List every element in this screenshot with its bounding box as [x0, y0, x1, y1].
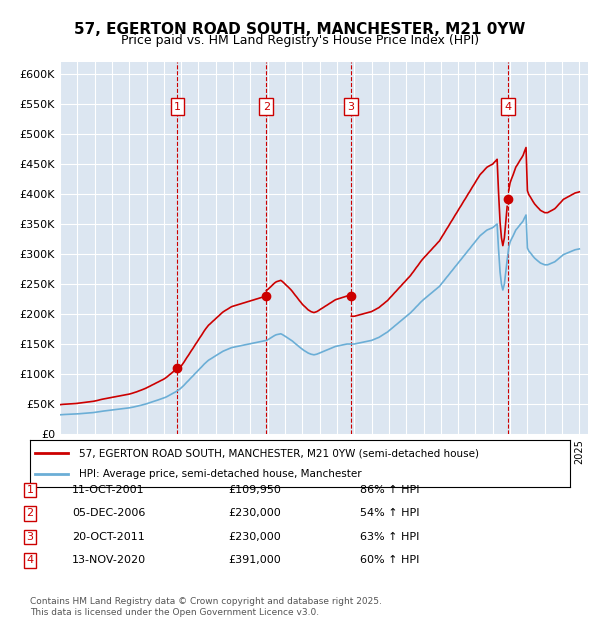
- Text: 13-NOV-2020: 13-NOV-2020: [72, 556, 146, 565]
- Text: 86% ↑ HPI: 86% ↑ HPI: [360, 485, 419, 495]
- Text: 57, EGERTON ROAD SOUTH, MANCHESTER, M21 0YW (semi-detached house): 57, EGERTON ROAD SOUTH, MANCHESTER, M21 …: [79, 448, 479, 458]
- Text: Price paid vs. HM Land Registry's House Price Index (HPI): Price paid vs. HM Land Registry's House …: [121, 34, 479, 47]
- Text: £230,000: £230,000: [228, 532, 281, 542]
- Text: 11-OCT-2001: 11-OCT-2001: [72, 485, 145, 495]
- Text: £230,000: £230,000: [228, 508, 281, 518]
- Text: 63% ↑ HPI: 63% ↑ HPI: [360, 532, 419, 542]
- Text: 4: 4: [26, 556, 34, 565]
- Text: £109,950: £109,950: [228, 485, 281, 495]
- Text: 60% ↑ HPI: 60% ↑ HPI: [360, 556, 419, 565]
- Text: 20-OCT-2011: 20-OCT-2011: [72, 532, 145, 542]
- Text: 4: 4: [504, 102, 511, 112]
- Text: £391,000: £391,000: [228, 556, 281, 565]
- Text: HPI: Average price, semi-detached house, Manchester: HPI: Average price, semi-detached house,…: [79, 469, 361, 479]
- Text: Contains HM Land Registry data © Crown copyright and database right 2025.
This d: Contains HM Land Registry data © Crown c…: [30, 598, 382, 617]
- Text: 1: 1: [174, 102, 181, 112]
- Text: 3: 3: [347, 102, 355, 112]
- Text: 54% ↑ HPI: 54% ↑ HPI: [360, 508, 419, 518]
- Text: 1: 1: [26, 485, 34, 495]
- Text: 05-DEC-2006: 05-DEC-2006: [72, 508, 145, 518]
- Text: 2: 2: [26, 508, 34, 518]
- Text: 2: 2: [263, 102, 270, 112]
- Text: 3: 3: [26, 532, 34, 542]
- Text: 57, EGERTON ROAD SOUTH, MANCHESTER, M21 0YW: 57, EGERTON ROAD SOUTH, MANCHESTER, M21 …: [74, 22, 526, 37]
